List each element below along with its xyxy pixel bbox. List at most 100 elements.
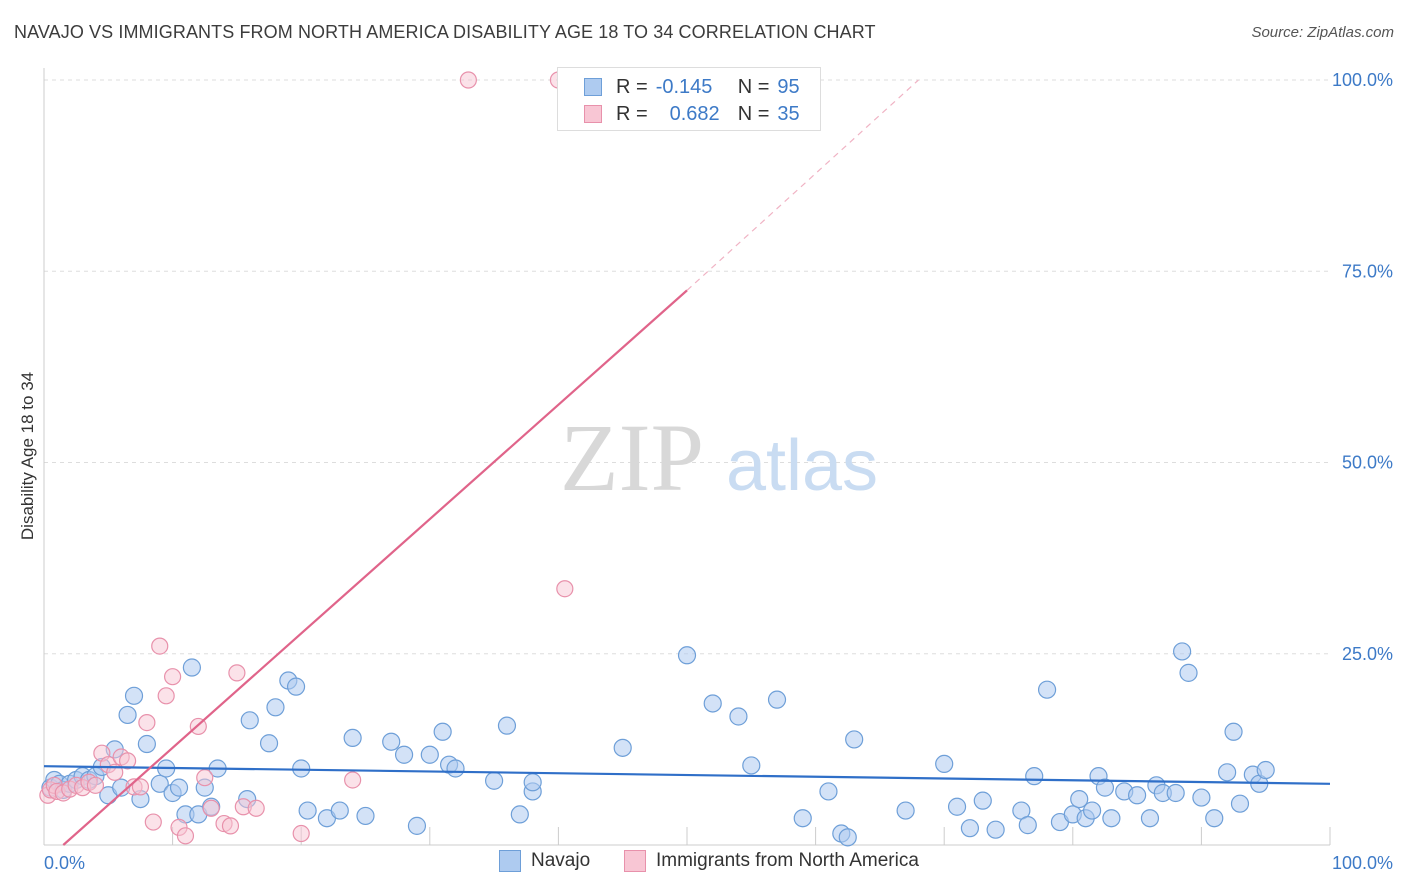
source-label: Source: ZipAtlas.com xyxy=(1251,24,1394,41)
navajo-point xyxy=(1140,809,1160,828)
navajo-point xyxy=(677,646,697,665)
navajo-point xyxy=(1179,663,1198,682)
navajo-point xyxy=(182,658,201,677)
immigrants-point xyxy=(157,687,175,705)
navajo-point xyxy=(446,759,465,778)
stats-legend: R = -0.145 N = 95 R = 0.682 N = 35 xyxy=(557,67,821,131)
n-value: 95 xyxy=(777,75,800,98)
navajo-point xyxy=(420,745,439,764)
legend-label-navajo: Navajo xyxy=(531,850,591,871)
immigrants-point xyxy=(86,776,105,794)
immigrants-point xyxy=(151,637,169,655)
r-value: 0.682 xyxy=(669,102,720,125)
y-axis-label: Disability Age 18 to 34 xyxy=(18,372,37,540)
navajo-point xyxy=(356,806,375,826)
navajo-point xyxy=(845,730,864,749)
navajo-point xyxy=(960,819,980,838)
navajo-point xyxy=(407,816,427,835)
navajo-point xyxy=(742,756,761,775)
legend-row-immigrants: R = 0.682 N = 35 xyxy=(584,102,800,126)
legend-label-immigrants: Immigrants from North America xyxy=(656,850,919,871)
immigrants-point xyxy=(202,799,220,817)
navajo-point xyxy=(935,754,954,774)
navajo-point xyxy=(382,732,401,751)
legend-row-navajo: R = -0.145 N = 95 xyxy=(584,75,800,99)
navajo-point xyxy=(793,809,812,828)
y-tick-label: 50.0% xyxy=(1342,453,1393,473)
trend-lines xyxy=(43,79,1331,846)
navajo-point xyxy=(973,791,992,810)
immigrants-point xyxy=(131,778,150,796)
navajo-point xyxy=(1025,767,1044,786)
navajo-point xyxy=(485,771,504,790)
immigrants-swatch xyxy=(624,850,646,872)
navajo-point xyxy=(150,774,169,793)
navajo-trend-line xyxy=(43,765,1331,785)
immigrants-point xyxy=(247,799,265,817)
immigrants-point xyxy=(344,771,362,789)
navajo-point xyxy=(298,801,317,820)
r-value: -0.145 xyxy=(655,75,713,98)
navajo-point xyxy=(986,820,1005,839)
navajo-point xyxy=(703,694,722,713)
immigrants-trend-line xyxy=(62,289,688,846)
immigrants-point xyxy=(228,664,246,682)
navajo-point xyxy=(259,734,279,753)
navajo-point xyxy=(1082,801,1102,820)
navajo-point xyxy=(1205,809,1224,828)
immigrants-point xyxy=(221,817,240,835)
watermark-zip: ZIP xyxy=(560,404,704,511)
navajo-point xyxy=(819,782,838,801)
tick-labels: 100.0% 75.0% 50.0% 25.0% 0.0% 100.0% xyxy=(44,70,1393,873)
navajo-point xyxy=(124,686,144,705)
navajo-point xyxy=(613,738,632,757)
legend-item-immigrants: Immigrants from North America xyxy=(624,850,919,872)
navajo-point xyxy=(1166,783,1185,803)
series-legend: Navajo Immigrants from North America xyxy=(0,850,1406,880)
navajo-point xyxy=(947,797,967,816)
navajo-point xyxy=(169,778,189,797)
immigrants-point xyxy=(196,769,214,787)
navajo-point xyxy=(286,677,306,696)
x-tick-label: 0.0% xyxy=(44,853,85,873)
navajo-point xyxy=(240,711,259,730)
immigrants-point xyxy=(144,813,162,831)
y-tick-label: 100.0% xyxy=(1332,70,1393,90)
y-tick-label: 75.0% xyxy=(1342,261,1393,281)
navajo-point xyxy=(523,773,542,792)
immigrants-swatch xyxy=(584,105,602,123)
navajo-point xyxy=(729,707,748,726)
gridlines xyxy=(44,79,1330,655)
navajo-point xyxy=(292,759,311,778)
navajo-point xyxy=(343,728,362,748)
navajo-point xyxy=(1173,642,1192,661)
navajo-points xyxy=(41,642,1275,847)
x-tick-label: 100.0% xyxy=(1332,853,1393,873)
immigrants-points xyxy=(39,71,574,845)
navajo-point xyxy=(1102,809,1121,828)
navajo-point xyxy=(1230,794,1250,813)
navajo-point xyxy=(1037,680,1057,699)
navajo-point xyxy=(330,801,349,820)
n-label: N = xyxy=(737,102,770,125)
chart-title: NAVAJO VS IMMIGRANTS FROM NORTH AMERICA … xyxy=(14,22,876,42)
navajo-point xyxy=(1256,760,1275,780)
navajo-point xyxy=(510,805,529,824)
navajo-point xyxy=(1095,778,1115,797)
navajo-point xyxy=(137,734,156,754)
immigrants-point xyxy=(556,580,574,598)
navajo-point xyxy=(1218,763,1237,782)
navajo-point xyxy=(118,705,137,725)
axes xyxy=(43,68,1331,846)
navajo-point xyxy=(1224,722,1243,741)
navajo-point xyxy=(433,722,452,741)
navajo-swatch xyxy=(584,78,602,96)
y-tick-label: 25.0% xyxy=(1342,644,1393,664)
immigrants-point xyxy=(118,752,137,770)
immigrants-point xyxy=(138,713,156,732)
r-label: R = xyxy=(616,75,648,98)
watermark-atlas: atlas xyxy=(726,426,878,506)
navajo-point xyxy=(266,698,285,717)
n-label: N = xyxy=(737,75,770,98)
